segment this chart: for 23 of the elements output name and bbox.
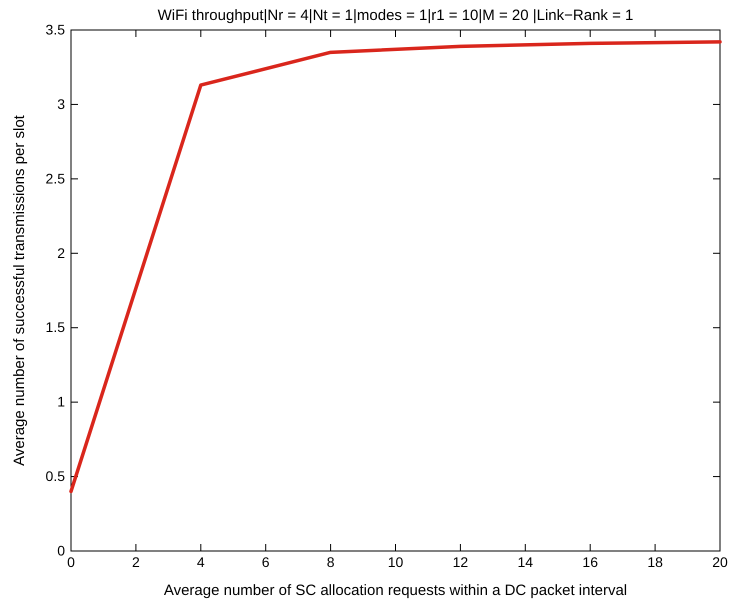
chart-title: WiFi throughput|Nr = 4|Nt = 1|modes = 1|r1 = 10|M = 20 |Link−Rank = 1 <box>158 7 634 24</box>
x-tick-label: 14 <box>518 554 534 570</box>
x-tick-label: 4 <box>196 554 205 570</box>
x-tick-label: 12 <box>452 554 468 570</box>
y-tick-label: 1.5 <box>46 319 66 336</box>
x-tick-label: 18 <box>647 554 664 570</box>
x-tick-label: 16 <box>582 554 598 570</box>
y-axis-title: Average number of successful transmissions per slot <box>11 114 28 466</box>
y-tick-label: 2.5 <box>46 170 66 186</box>
x-tick-label: 0 <box>67 554 76 570</box>
x-tick-label: 8 <box>326 554 335 570</box>
y-tick-label: 3.5 <box>46 21 66 38</box>
line-series <box>69 40 722 494</box>
y-tick-label: 3 <box>57 96 66 112</box>
x-tick-label: 6 <box>262 554 270 570</box>
y-tick-label: 0 <box>57 542 66 558</box>
x-tick-label: 2 <box>132 554 140 570</box>
y-tick-label: 0.5 <box>46 468 66 484</box>
x-tick-label: 20 <box>712 554 728 570</box>
x-tick-label: 10 <box>388 554 404 570</box>
y-tick-label: 1 <box>57 394 66 410</box>
y-tick-label: 2 <box>57 244 66 261</box>
x-axis-title: Average number of SC allocation requests within a DC packet interval <box>164 582 628 599</box>
